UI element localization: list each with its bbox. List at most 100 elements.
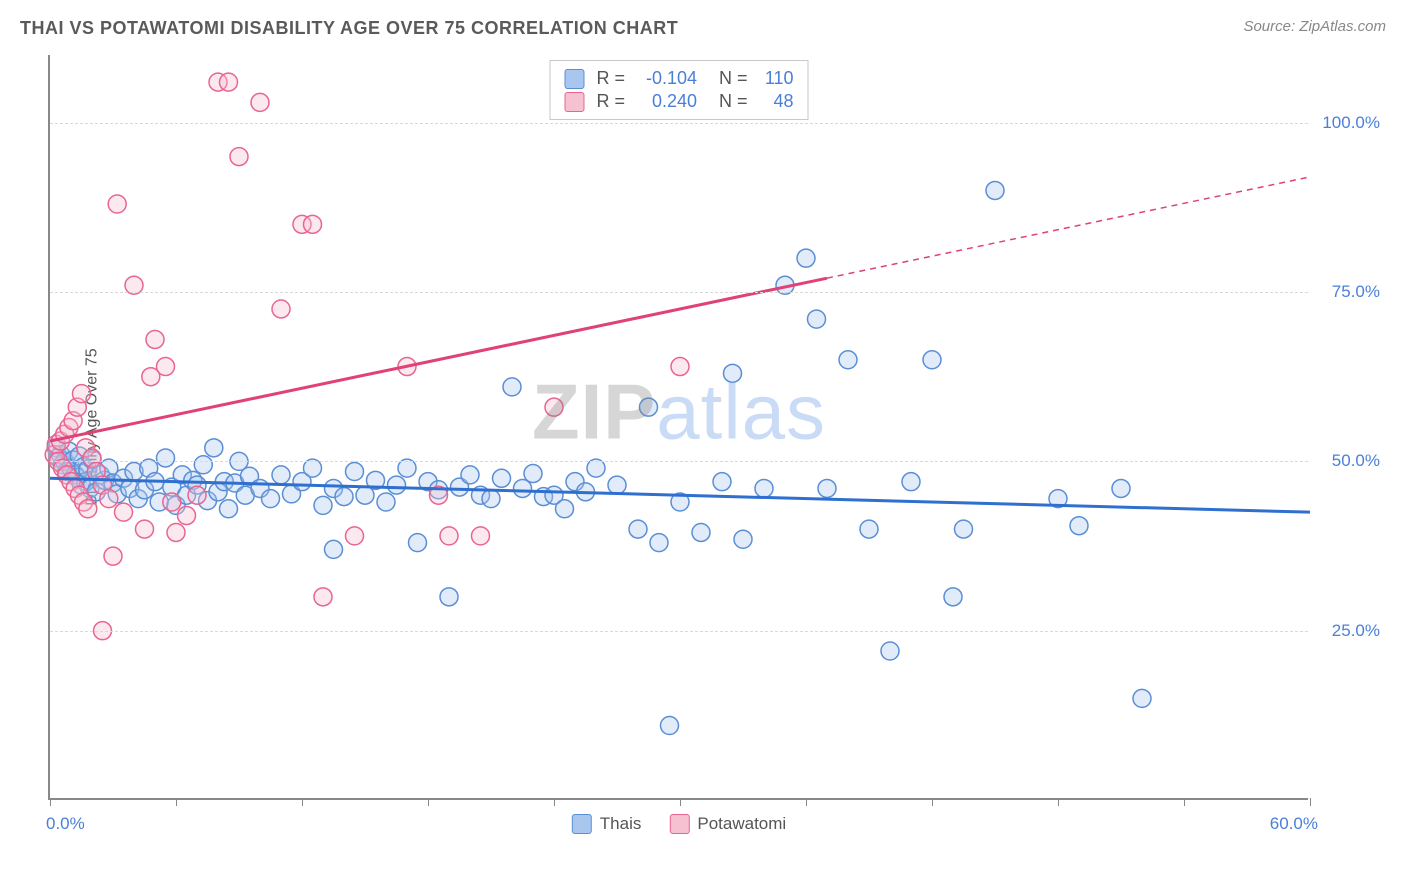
data-point [734, 530, 752, 548]
data-point [881, 642, 899, 660]
x-tick [932, 798, 933, 806]
data-point [188, 486, 206, 504]
data-point [671, 358, 689, 376]
data-point [73, 385, 91, 403]
data-point [1133, 689, 1151, 707]
x-tick [680, 798, 681, 806]
trend-line-extrapolated [827, 177, 1310, 278]
data-point [755, 479, 773, 497]
data-point [100, 490, 118, 508]
data-point [839, 351, 857, 369]
data-point [194, 456, 212, 474]
data-point [608, 476, 626, 494]
x-max-label: 60.0% [1270, 814, 1318, 834]
data-point [409, 534, 427, 552]
data-point [640, 398, 658, 416]
data-point [346, 463, 364, 481]
data-point [104, 547, 122, 565]
data-point [440, 588, 458, 606]
data-point [157, 358, 175, 376]
data-point [178, 507, 196, 525]
data-point [272, 466, 290, 484]
legend-row: R =0.240N =48 [564, 90, 793, 113]
legend-swatch [572, 814, 592, 834]
gridline [50, 292, 1308, 293]
legend-n-value: 48 [760, 91, 794, 112]
x-tick [554, 798, 555, 806]
data-point [1070, 517, 1088, 535]
data-point [230, 148, 248, 166]
data-point [493, 469, 511, 487]
y-tick-label: 75.0% [1315, 282, 1380, 302]
data-point [79, 500, 97, 518]
data-point [629, 520, 647, 538]
data-point [346, 527, 364, 545]
data-point [388, 476, 406, 494]
data-point [986, 181, 1004, 199]
data-point [314, 496, 332, 514]
legend-row: R = -0.104 N = 110 [564, 67, 793, 90]
data-point [115, 503, 133, 521]
x-tick [806, 798, 807, 806]
data-point [251, 93, 269, 111]
plot-svg [50, 55, 1308, 798]
gridline [50, 631, 1308, 632]
plot-region: Disability Age Over 75 R =-0.104N =110R … [48, 55, 1308, 800]
chart-title: THAI VS POTAWATOMI DISABILITY AGE OVER 7… [20, 18, 678, 39]
data-point [314, 588, 332, 606]
data-point [944, 588, 962, 606]
legend-r-value: 0.240 [637, 91, 697, 112]
chart-container: THAI VS POTAWATOMI DISABILITY AGE OVER 7… [0, 0, 1406, 892]
data-point [860, 520, 878, 538]
legend-label: Potawatomi [697, 814, 786, 834]
data-point [262, 490, 280, 508]
y-tick-label: 100.0% [1315, 113, 1380, 133]
legend-n-label: N = [719, 68, 748, 89]
data-point [461, 466, 479, 484]
legend-n-value: 110 [760, 68, 794, 89]
legend-swatch [564, 92, 584, 112]
data-point [205, 439, 223, 457]
data-point [377, 493, 395, 511]
data-point [692, 523, 710, 541]
data-point [955, 520, 973, 538]
data-point [108, 195, 126, 213]
data-point [808, 310, 826, 328]
x-tick [302, 798, 303, 806]
data-point [167, 523, 185, 541]
legend-n-label: N = [719, 91, 748, 112]
correlation-legend: R = -0.104 N = 110R = 0.240 N = 48 [549, 60, 808, 120]
legend-swatch [669, 814, 689, 834]
data-point [272, 300, 290, 318]
data-point [797, 249, 815, 267]
chart-area: Disability Age Over 75 R =-0.104N =110R … [48, 55, 1383, 835]
data-point [220, 73, 238, 91]
data-point [472, 527, 490, 545]
data-point [650, 534, 668, 552]
data-point [923, 351, 941, 369]
x-tick [1058, 798, 1059, 806]
legend-r-label: R = [596, 68, 625, 89]
legend-swatch [564, 69, 584, 89]
header: THAI VS POTAWATOMI DISABILITY AGE OVER 7… [0, 0, 1406, 39]
legend-label: Thais [600, 814, 642, 834]
source-attribution: Source: ZipAtlas.com [1243, 18, 1386, 35]
data-point [724, 364, 742, 382]
x-tick [1184, 798, 1185, 806]
gridline [50, 461, 1308, 462]
data-point [482, 490, 500, 508]
x-tick [50, 798, 51, 806]
legend-r-value: -0.104 [637, 68, 697, 89]
data-point [1112, 479, 1130, 497]
data-point [157, 449, 175, 467]
y-tick-label: 25.0% [1315, 621, 1380, 641]
data-point [661, 717, 679, 735]
series-legend: Thais Potawatomi [572, 814, 786, 834]
y-tick-label: 50.0% [1315, 451, 1380, 471]
data-point [524, 465, 542, 483]
data-point [335, 488, 353, 506]
x-min-label: 0.0% [46, 814, 85, 834]
x-tick [1310, 798, 1311, 806]
gridline [50, 123, 1308, 124]
data-point [304, 215, 322, 233]
